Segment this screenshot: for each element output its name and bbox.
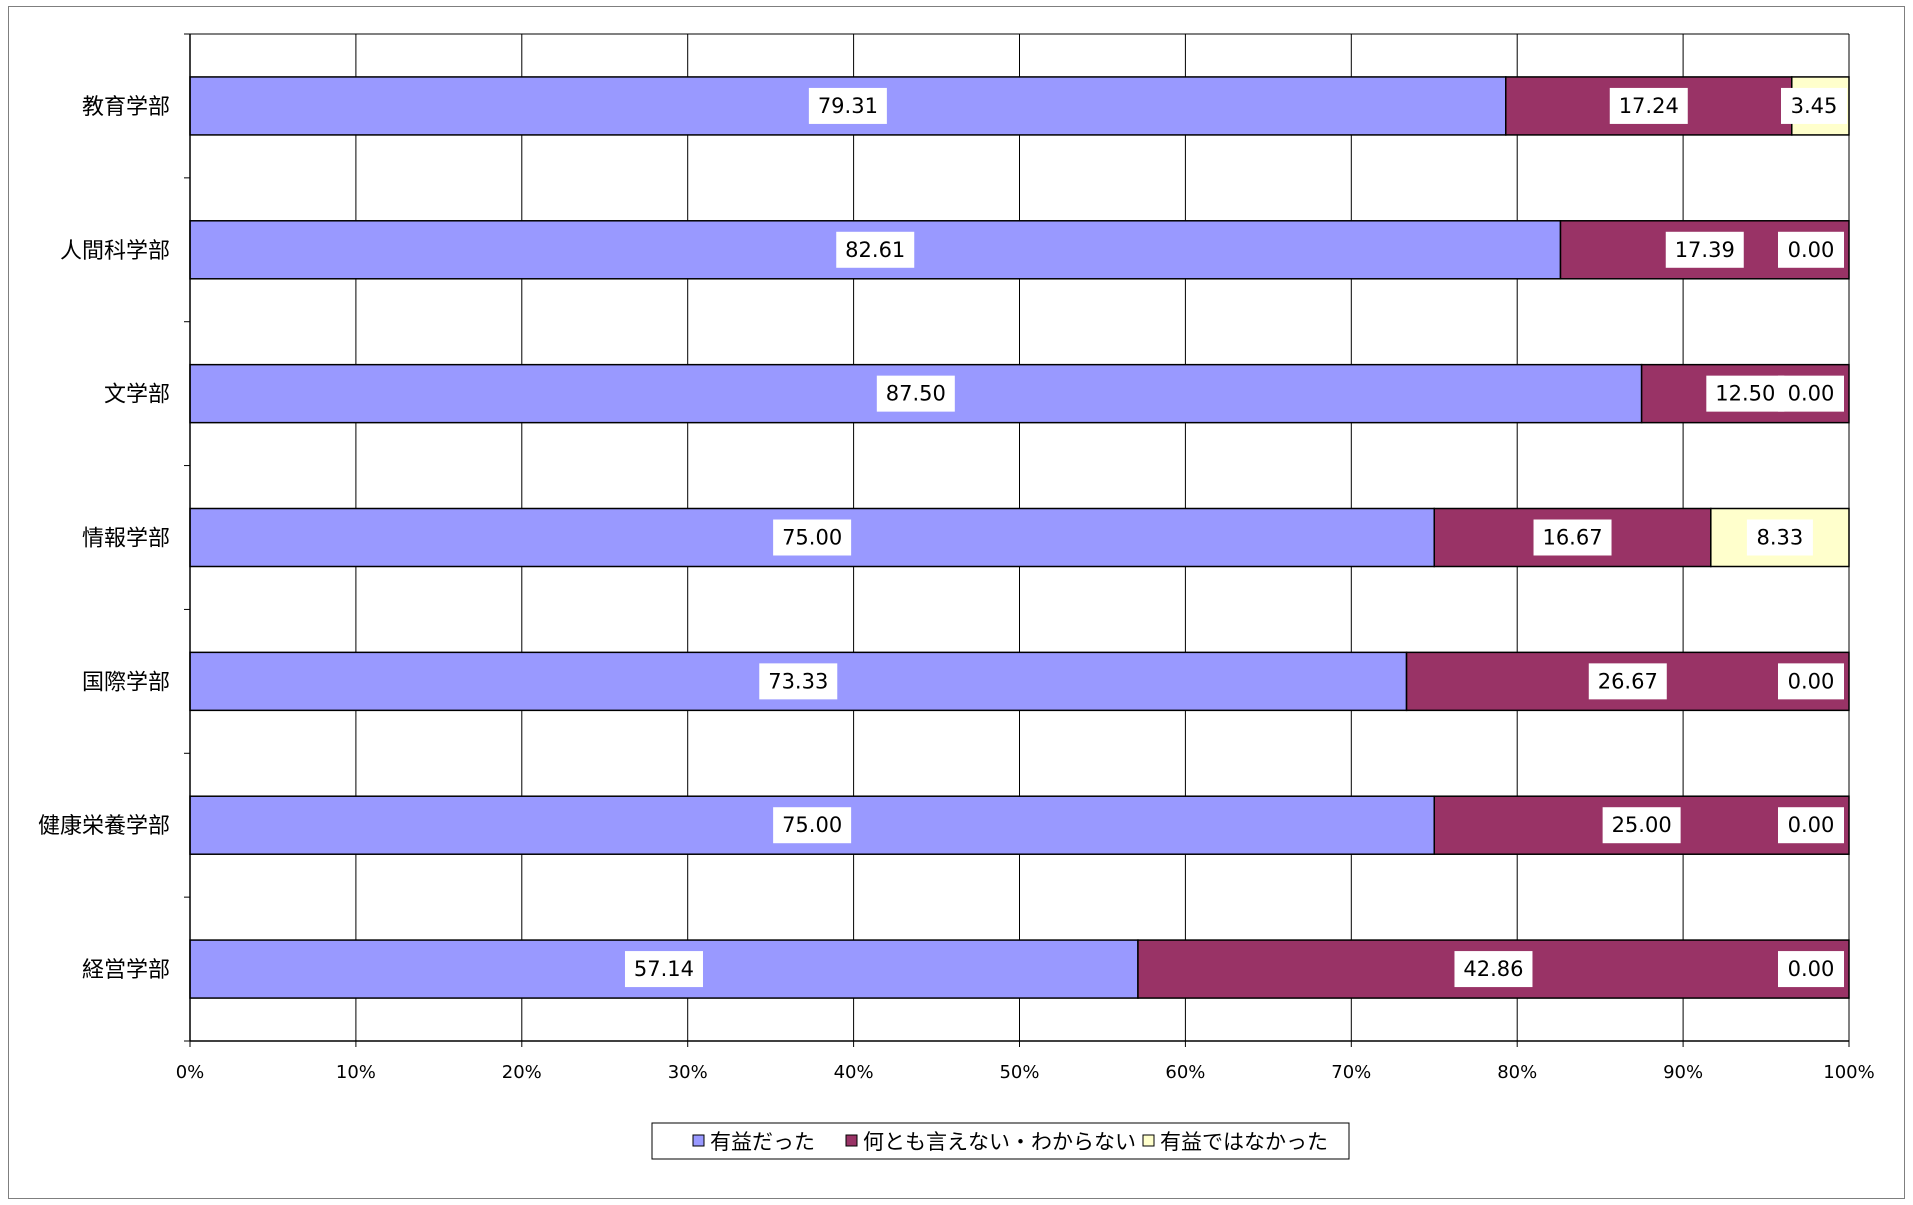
data-label-box <box>1588 663 1667 700</box>
legend-label: 有益だった <box>710 1130 815 1154</box>
data-label-box <box>773 807 852 844</box>
data-label: 73.33 <box>768 669 828 693</box>
data-label-box <box>624 951 703 988</box>
data-label: 0.00 <box>1788 382 1835 406</box>
category-label: 国際学部 <box>82 670 170 695</box>
x-tick-label: 10% <box>336 1062 376 1083</box>
data-label: 75.00 <box>782 813 842 837</box>
data-label-box <box>1706 375 1785 412</box>
legend-label: 有益ではなかった <box>1160 1130 1328 1154</box>
x-tick-label: 50% <box>999 1062 1039 1083</box>
data-label-box <box>773 519 852 556</box>
data-label-box <box>1746 519 1813 556</box>
data-label: 17.39 <box>1675 238 1735 262</box>
data-label-box <box>1454 951 1533 988</box>
data-label-box <box>808 87 887 124</box>
legend-label: 何とも言えない・わからない <box>863 1130 1136 1154</box>
legend-swatch <box>845 1134 858 1147</box>
data-label-box <box>1778 231 1844 268</box>
data-label-box <box>1778 951 1844 988</box>
x-tick-label: 100% <box>1823 1062 1874 1083</box>
legend: 有益だった 何とも言えない・わからない 有益ではなかった <box>651 1122 1350 1160</box>
x-tick-label: 80% <box>1497 1062 1537 1083</box>
data-label: 0.00 <box>1788 813 1835 837</box>
legend-box <box>651 1122 1350 1160</box>
data-label-box <box>1609 87 1688 124</box>
data-label-box <box>1778 807 1844 844</box>
data-label: 87.50 <box>886 382 946 406</box>
legend-swatch <box>692 1134 705 1147</box>
data-label: 0.00 <box>1788 238 1835 262</box>
category-label: 経営学部 <box>82 958 170 983</box>
legend-swatch <box>1142 1134 1155 1147</box>
x-tick-label: 40% <box>834 1062 874 1083</box>
data-label-box <box>1602 807 1681 844</box>
data-label-box <box>836 231 915 268</box>
data-label-box <box>1778 375 1844 412</box>
data-label: 17.24 <box>1619 94 1679 118</box>
chart-frame <box>8 6 1905 1199</box>
data-label-box <box>1665 231 1744 268</box>
data-labels: 79.31 17.24 3.45 82.61 17.39 0.00 87.50 12.50 0.… <box>624 87 1847 988</box>
category-label: 教育学部 <box>82 95 170 120</box>
data-label: 0.00 <box>1788 669 1835 693</box>
data-label: 26.67 <box>1598 669 1658 693</box>
data-label: 82.61 <box>845 238 905 262</box>
data-label: 8.33 <box>1757 526 1804 550</box>
category-label: 人間科学部 <box>60 239 170 264</box>
x-tick-label: 90% <box>1663 1062 1703 1083</box>
data-label: 75.00 <box>782 526 842 550</box>
bar-segment <box>1505 76 1793 136</box>
data-label-box <box>759 663 838 700</box>
bars <box>189 76 1850 999</box>
category-label: 情報学部 <box>82 527 170 552</box>
x-tick-label: 30% <box>668 1062 708 1083</box>
data-label-box <box>1778 663 1844 700</box>
x-tick-label: 60% <box>1165 1062 1205 1083</box>
data-label: 25.00 <box>1612 813 1672 837</box>
x-tick-label: 20% <box>502 1062 542 1083</box>
data-label-box <box>876 375 955 412</box>
category-label: 文学部 <box>104 383 170 408</box>
x-tick-label: 0% <box>176 1062 205 1083</box>
data-label: 42.86 <box>1463 957 1523 981</box>
data-label: 79.31 <box>818 94 878 118</box>
category-label: 健康栄養学部 <box>38 814 170 839</box>
data-label: 16.67 <box>1542 526 1602 550</box>
data-label: 0.00 <box>1788 957 1835 981</box>
data-label-box <box>1781 87 1847 124</box>
data-label: 57.14 <box>634 957 694 981</box>
data-label-box <box>1533 519 1612 556</box>
data-label: 12.50 <box>1715 382 1775 406</box>
data-label: 3.45 <box>1791 94 1838 118</box>
x-tick-label: 70% <box>1331 1062 1371 1083</box>
